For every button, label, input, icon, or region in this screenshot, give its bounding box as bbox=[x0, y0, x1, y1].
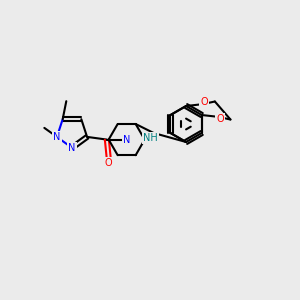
Text: N: N bbox=[53, 132, 61, 142]
Text: N: N bbox=[68, 143, 76, 153]
Text: O: O bbox=[200, 97, 208, 107]
Text: O: O bbox=[216, 114, 224, 124]
Text: NH: NH bbox=[143, 133, 158, 143]
Text: O: O bbox=[105, 158, 112, 168]
Text: N: N bbox=[123, 135, 130, 145]
